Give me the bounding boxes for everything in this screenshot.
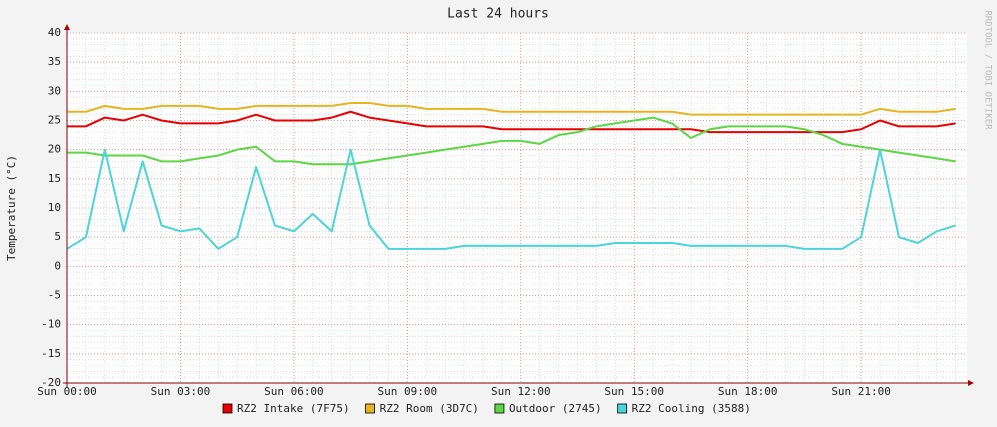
legend-label: RZ2 Cooling (3588) [632, 402, 751, 415]
legend-swatch [222, 403, 233, 414]
grid [66, 32, 967, 384]
y-tick-label: 20 [48, 143, 61, 156]
x-tick-label: Sun 12:00 [491, 385, 551, 398]
y-tick-label: 30 [48, 84, 61, 97]
x-tick-label: Sun 18:00 [718, 385, 778, 398]
y-tick-label: 5 [54, 230, 61, 243]
legend-label: RZ2 Intake (7F75) [237, 402, 350, 415]
legend-swatch [365, 403, 375, 414]
y-tick-label: 35 [48, 55, 61, 68]
watermark: RRDTOOL / TOBI OETIKER [983, 10, 993, 130]
series-line [67, 110, 956, 134]
series-line [67, 102, 956, 116]
x-tick-label: Sun 21:00 [831, 385, 891, 398]
y-axis-arrow [64, 24, 70, 30]
y-tick-label: 10 [48, 201, 61, 214]
y-tick-label: 15 [48, 172, 61, 185]
y-tick-label: -10 [41, 318, 61, 331]
y-tick-label: 40 [48, 26, 61, 39]
y-axis-label: Temperature (°C) [5, 155, 18, 261]
x-tick-label: Sun 06:00 [264, 385, 324, 398]
chart-title: Last 24 hours [447, 7, 549, 22]
series-line [67, 116, 956, 166]
lines [66, 102, 956, 250]
y-tick-label: 25 [48, 114, 61, 127]
x-tick-label: Sun 15:00 [604, 385, 664, 398]
x-tick-label: Sun 03:00 [151, 385, 211, 398]
x-axis-arrow [968, 380, 974, 386]
series-line [66, 148, 956, 250]
legend: RZ2 Intake (7F75) RZ2 Room (3D7C) Outdoor … [222, 402, 751, 415]
x-tick-label: Sun 09:00 [378, 385, 438, 398]
y-tick-label: -15 [41, 347, 61, 360]
y-tick-label: -20 [41, 376, 61, 389]
y-tick-label: 0 [54, 259, 61, 272]
legend-swatch [617, 403, 628, 414]
legend-label: Outdoor (2745) [509, 402, 602, 415]
y-tick-label: -5 [48, 289, 61, 302]
legend-swatch [494, 403, 505, 414]
legend-label: RZ2 Room (3D7C) [380, 402, 479, 415]
x-tick-label: Sun 00:00 [37, 385, 97, 398]
